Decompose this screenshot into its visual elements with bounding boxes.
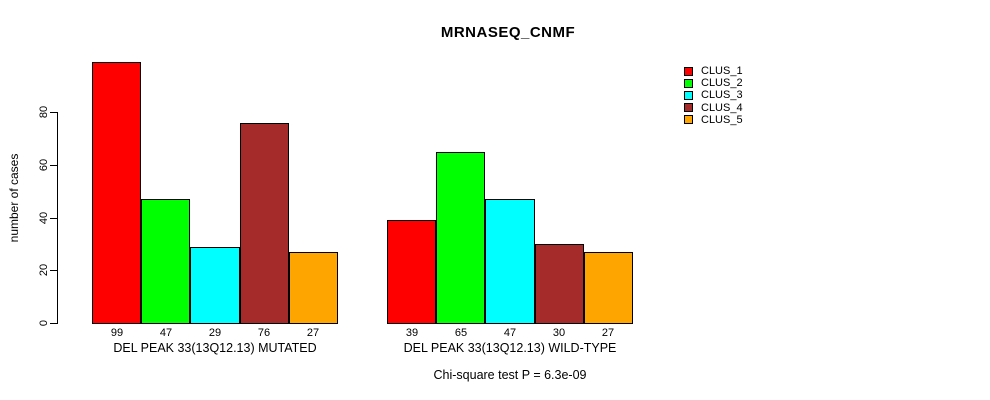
bar-value-label: 47 [159,327,173,339]
bar-clus_3-group2 [485,199,535,324]
y-tick-label: 20 [38,263,50,277]
bar-clus_5-group2 [584,252,633,324]
legend-row: CLUS_1 [684,65,743,77]
legend-swatch-icon [684,66,693,76]
legend-swatch-icon [684,78,693,88]
bar-clus_2-group1 [141,199,190,324]
y-tick-label: 80 [38,105,50,119]
y-tick-label: 0 [38,319,50,327]
bar-value-label: 27 [601,327,615,339]
x-category-label: DEL PEAK 33(13Q12.13) MUTATED [113,341,317,355]
bar-value-label: 39 [405,327,419,339]
bar-value-label: 47 [503,327,517,339]
bar-clus_1-group1 [92,62,141,324]
y-tick [50,270,57,271]
y-axis-label-text: number of cases [7,153,21,243]
legend-label: CLUS_2 [701,77,743,90]
bar-clus_3-group1 [190,247,240,324]
bar-clus_4-group2 [535,244,584,324]
chi-square-annotation: Chi-square test P = 6.3e-09 [433,368,587,382]
legend-swatch-icon [684,115,693,125]
legend: CLUS_1 CLUS_2 CLUS_3 CLUS_4 CLUS_5 [684,65,743,126]
y-tick-label: 60 [38,158,50,172]
bar-clus_5-group1 [289,252,338,324]
bar-value-label: 27 [306,327,320,339]
y-tick [50,323,57,324]
legend-row: CLUS_4 [684,102,743,114]
y-tick-label: 40 [38,211,50,225]
bar-value-label: 30 [552,327,566,339]
legend-row: CLUS_3 [684,89,743,101]
legend-swatch-icon [684,103,693,113]
legend-row: CLUS_2 [684,77,743,89]
bar-clus_1-group2 [387,220,436,324]
legend-row: CLUS_5 [684,114,743,126]
legend-label: CLUS_4 [701,101,743,114]
chart-title: MRNASEQ_CNMF [440,24,576,41]
legend-swatch-icon [684,90,693,100]
legend-label: CLUS_5 [701,113,743,126]
y-tick [50,112,57,113]
legend-label: CLUS_3 [701,89,743,102]
bar-clus_4-group1 [240,123,289,324]
y-tick [50,165,57,166]
bar-value-label: 65 [454,327,468,339]
bar-value-label: 99 [110,327,124,339]
legend-label: CLUS_1 [701,65,743,77]
bar-clus_2-group2 [436,152,485,324]
bar-value-label: 29 [208,327,222,339]
x-category-label: DEL PEAK 33(13Q12.13) WILD-TYPE [403,341,617,355]
y-axis-line [57,112,58,324]
y-tick [50,218,57,219]
bar-value-label: 76 [257,327,271,339]
